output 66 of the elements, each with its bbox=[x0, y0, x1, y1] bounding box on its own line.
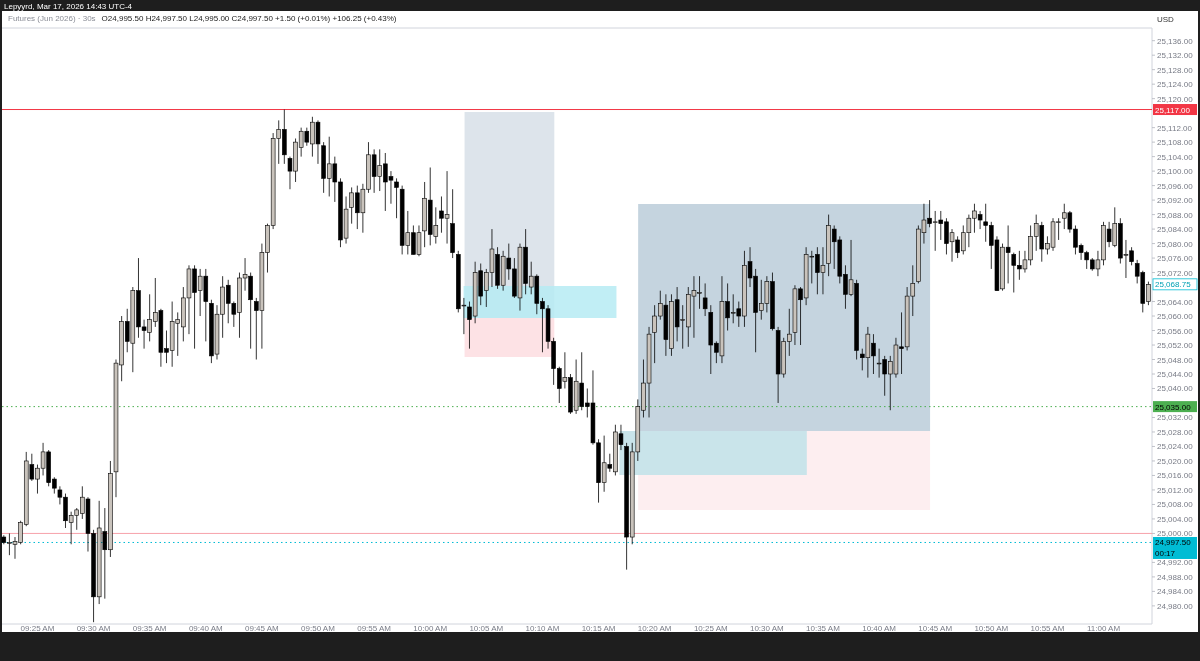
y-tick-label: 25,024.00 bbox=[1157, 442, 1194, 452]
y-tick-label: 25,000.00 bbox=[1157, 529, 1194, 539]
y-tick-label: 25,080.00 bbox=[1157, 239, 1194, 249]
x-tick-label: 09:40 AM bbox=[188, 624, 224, 633]
x-tick-label: 10:35 AM bbox=[806, 624, 841, 633]
y-tick-label: 25,124.00 bbox=[1157, 80, 1194, 90]
y-tick-label: 25,052.00 bbox=[1157, 341, 1194, 351]
y-tick-label: 25,088.00 bbox=[1157, 210, 1194, 220]
x-tick-label: 10:00 AM bbox=[413, 624, 448, 633]
y-tick-label: 25,032.00 bbox=[1157, 413, 1194, 423]
y-tick-label: 25,012.00 bbox=[1157, 485, 1194, 495]
y-tick-label: 25,112.00 bbox=[1157, 123, 1193, 133]
y-tick-label: 25,008.00 bbox=[1157, 500, 1194, 510]
x-tick-label: 10:30 AM bbox=[749, 624, 785, 633]
y-tick-label: 25,040.00 bbox=[1157, 384, 1194, 394]
y-tick-label: 25,060.00 bbox=[1157, 312, 1194, 322]
x-tick-label: 10:40 AM bbox=[862, 624, 897, 633]
y-tick-label: 25,100.00 bbox=[1157, 167, 1194, 177]
y-tick-label: 24,980.00 bbox=[1157, 601, 1194, 611]
x-tick-label: 10:55 AM bbox=[1030, 624, 1065, 633]
y-tick-label: 25,048.00 bbox=[1157, 355, 1194, 365]
y-tick-label: 24,984.00 bbox=[1157, 587, 1194, 597]
y-tick-label: 25,132.00 bbox=[1157, 51, 1194, 61]
y-tick-label: 25,108.00 bbox=[1157, 138, 1194, 148]
x-tick-label: 09:25 AM bbox=[20, 624, 55, 633]
y-tick-label: 25,064.00 bbox=[1157, 297, 1194, 307]
x-tick-label: 10:50 AM bbox=[974, 624, 1009, 633]
y-tick-label: 24,992.00 bbox=[1157, 558, 1194, 568]
y-tick-label: 25,056.00 bbox=[1157, 326, 1194, 336]
y-tick-label: 24,988.00 bbox=[1157, 572, 1194, 582]
chart-title: Futures (Jun 2026) · 30s bbox=[8, 14, 96, 23]
y-tick-label: 25,128.00 bbox=[1157, 65, 1194, 75]
candlestick bbox=[394, 177, 399, 219]
x-tick-label: 10:20 AM bbox=[637, 624, 672, 633]
y-tick-label: 25,084.00 bbox=[1157, 225, 1194, 235]
y-tick-label: 25,044.00 bbox=[1157, 370, 1194, 380]
ref-line-label: 25,035.00 bbox=[1155, 402, 1192, 412]
y-tick-label: 25,016.00 bbox=[1157, 471, 1194, 481]
y-tick-label: 25,076.00 bbox=[1157, 254, 1194, 264]
y-tick-label: 25,096.00 bbox=[1157, 181, 1194, 191]
x-tick-label: 10:45 AM bbox=[918, 624, 953, 633]
x-tick-label: 09:50 AM bbox=[301, 624, 336, 633]
ref-line-label: 25,117.00 bbox=[1155, 105, 1191, 115]
y-tick-label: 25,092.00 bbox=[1157, 196, 1194, 206]
y-tick-label: 25,072.00 bbox=[1157, 268, 1194, 278]
x-tick-label: 10:15 AM bbox=[581, 624, 616, 633]
chart-subtitle: O24,995.50 H24,997.50 L24,995.00 C24,997.50 +1.50 (+0.01%) +106.25 (+0.43%) bbox=[101, 14, 397, 23]
y-axis-title: USD bbox=[1157, 15, 1175, 24]
y-tick-label: 25,104.00 bbox=[1157, 152, 1194, 162]
x-tick-label: 10:25 AM bbox=[693, 624, 729, 633]
x-tick-label: 11:00 AM bbox=[1086, 624, 1121, 633]
x-tick-label: 09:45 AM bbox=[244, 624, 280, 633]
text: Lepyyrd, Mar 17, 2026 14:43 UTC-4 bbox=[4, 2, 133, 11]
y-tick-label: 25,120.00 bbox=[1157, 94, 1194, 104]
y-tick-label: 25,020.00 bbox=[1157, 456, 1194, 466]
annotation: 25,068.75 bbox=[1155, 280, 1192, 290]
x-tick-label: 10:05 AM bbox=[469, 624, 504, 633]
y-tick-label: 25,028.00 bbox=[1157, 427, 1194, 437]
ref-line-label: 24,997.50 00:17 bbox=[1155, 538, 1192, 559]
x-tick-label: 09:35 AM bbox=[132, 624, 167, 633]
y-tick-label: 25,004.00 bbox=[1157, 514, 1194, 524]
x-tick-label: 09:55 AM bbox=[357, 624, 392, 633]
candlestick bbox=[702, 283, 708, 317]
x-tick-label: 09:30 AM bbox=[76, 624, 111, 633]
y-tick-label: 25,136.00 bbox=[1157, 36, 1194, 46]
x-tick-label: 10:10 AM bbox=[525, 624, 560, 633]
